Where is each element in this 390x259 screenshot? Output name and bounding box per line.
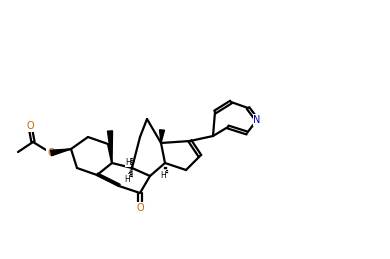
Polygon shape xyxy=(160,130,165,143)
Text: O: O xyxy=(47,148,55,158)
Text: H: H xyxy=(124,175,130,183)
Polygon shape xyxy=(108,131,112,163)
Text: N: N xyxy=(254,115,261,125)
Text: O: O xyxy=(136,203,144,213)
Text: H: H xyxy=(125,157,131,167)
Polygon shape xyxy=(50,149,71,156)
Text: O: O xyxy=(26,121,34,131)
Text: H: H xyxy=(160,170,166,179)
